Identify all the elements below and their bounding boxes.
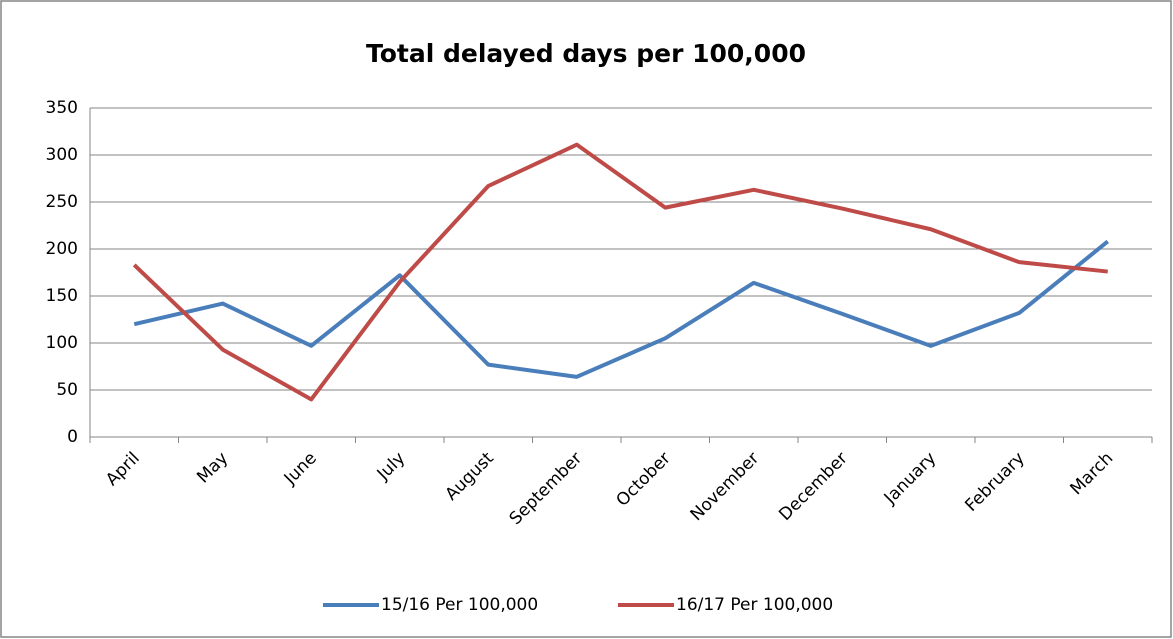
series-line xyxy=(133,239,1110,379)
y-tick-label: 50 xyxy=(56,380,78,400)
legend-label: 16/17 Per 100,000 xyxy=(676,595,833,615)
y-tick-label: 100 xyxy=(46,333,78,353)
chart-title: Total delayed days per 100,000 xyxy=(366,39,806,68)
y-tick-label: 250 xyxy=(46,192,78,212)
y-tick-label: 200 xyxy=(46,239,78,259)
series-line xyxy=(132,142,1108,402)
y-tick-label: 0 xyxy=(67,427,78,447)
y-tick-label: 300 xyxy=(46,145,78,165)
y-tick-label: 150 xyxy=(46,286,78,306)
legend-label: 15/16 Per 100,000 xyxy=(381,595,538,615)
y-tick-label: 350 xyxy=(46,98,78,118)
